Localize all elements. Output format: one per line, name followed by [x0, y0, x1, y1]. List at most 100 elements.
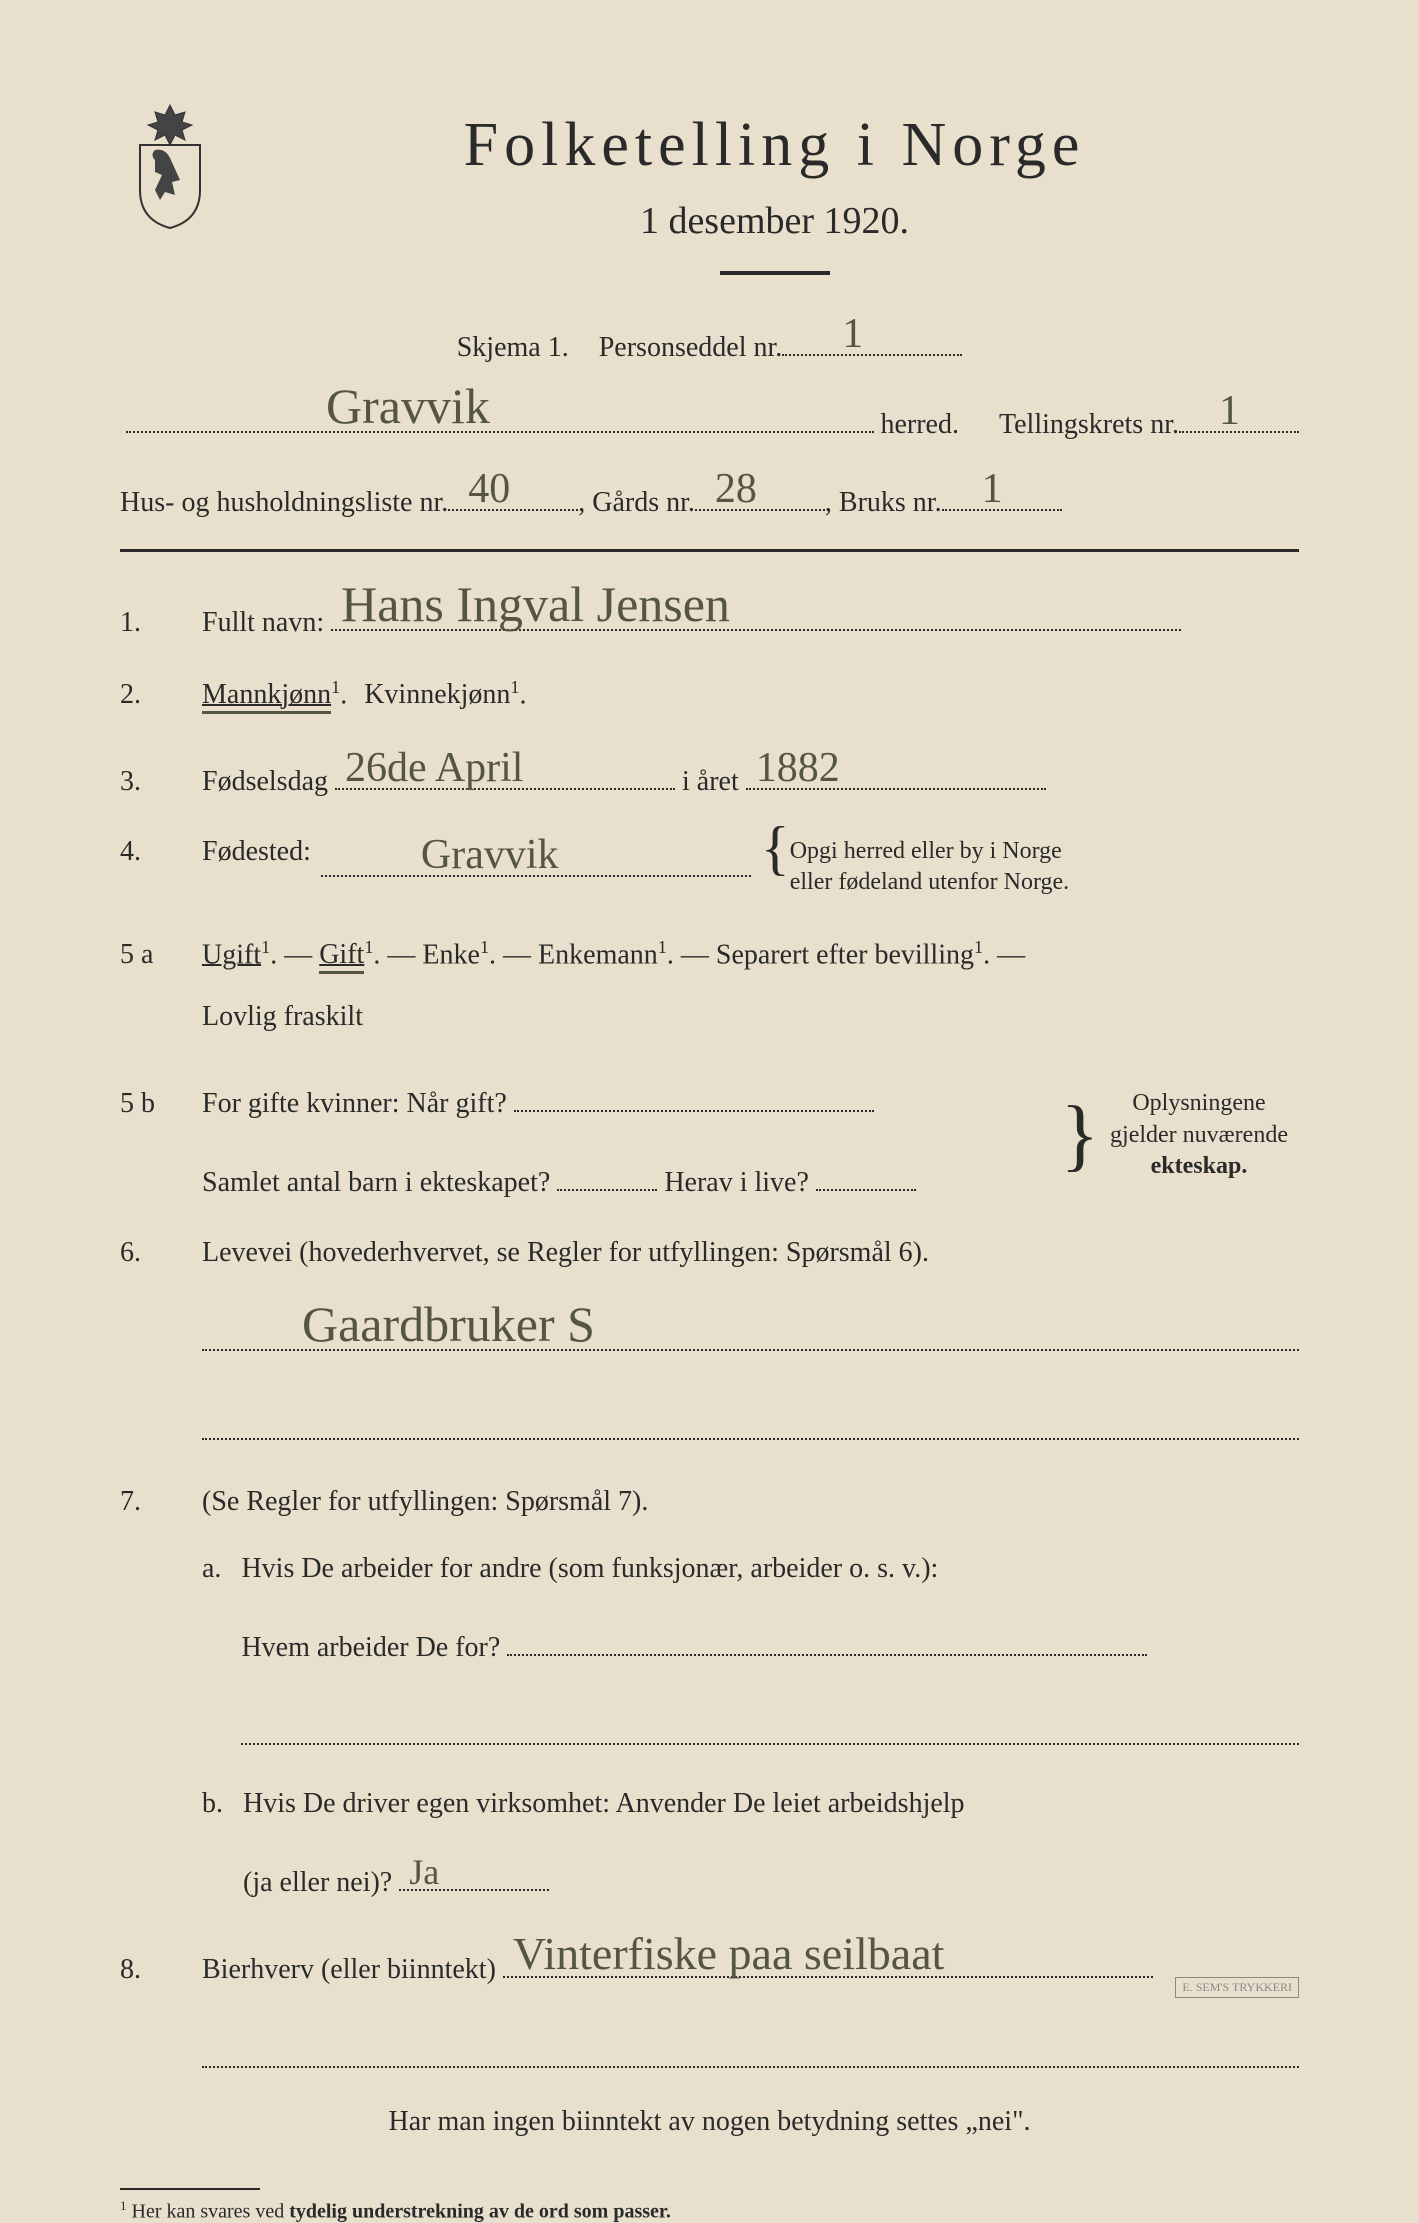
q5a-fraskilt: Lovlig fraskilt	[202, 1001, 1299, 1033]
herred-field: Gravvik	[126, 398, 874, 434]
schema-row: Skjema 1. Personseddel nr. 1	[120, 315, 1299, 364]
q1-content: Fullt navn: Hans Ingval Jensen	[202, 590, 1299, 639]
q6-num: 6.	[120, 1237, 190, 1269]
q3-year-field: 1882	[746, 749, 1046, 790]
hushold-row: Hus- og husholdningsliste nr. 40 , Gårds…	[120, 469, 1299, 518]
q5b: 5 b For gifte kvinner: Når gift? Samlet …	[120, 1071, 1299, 1199]
q5b-label: For gifte kvinner: Når gift?	[202, 1088, 507, 1119]
footnote-divider	[120, 2188, 260, 2190]
q4-value: Gravvik	[421, 831, 559, 879]
q4: 4. Fødested: Gravvik { Opgi herred eller…	[120, 836, 1299, 898]
q7a-text1: Hvis De arbeider for andre (som funksjon…	[241, 1553, 938, 1584]
q5a-enke: Enke	[422, 939, 480, 970]
herred-value: Gravvik	[326, 377, 490, 435]
main-divider	[120, 549, 1299, 552]
q5a: 5 a Ugift1. — Gift1. — Enke1. — Enkemann…	[120, 937, 1299, 1033]
q7b-field: Ja	[399, 1850, 549, 1891]
q1-num: 1.	[120, 607, 190, 639]
q5b-live-field	[816, 1150, 916, 1191]
q7a-text2: Hvem arbeider De for?	[241, 1632, 500, 1663]
q6-label: Levevei (hovederhvervet, se Regler for u…	[202, 1237, 929, 1268]
q2: 2. Mannkjønn1. Kvinnekjønn1.	[120, 677, 1299, 711]
q4-content: Fødested: Gravvik { Opgi herred eller by…	[202, 836, 1299, 898]
title-block: Folketelling i Norge 1 desember 1920.	[250, 100, 1299, 275]
q4-note2: eller fødeland utenfor Norge.	[790, 869, 1069, 895]
q7-content: (Se Regler for utfyllingen: Spørsmål 7).…	[202, 1486, 1299, 1900]
q2-kvinne: Kvinnekjønn	[364, 679, 510, 710]
q3-label: Fødselsdag	[202, 766, 328, 797]
main-title: Folketelling i Norge	[250, 110, 1299, 181]
q7-label: (Se Regler for utfyllingen: Spørsmål 7).	[202, 1486, 648, 1517]
q3-year-value: 1882	[756, 744, 840, 792]
hushold-field: 40	[448, 469, 578, 510]
q2-num: 2.	[120, 679, 190, 711]
q3-day-value: 26de April	[345, 744, 523, 792]
q1-field: Hans Ingval Jensen	[331, 590, 1181, 631]
q5b-live-label: Herav i live?	[664, 1167, 809, 1198]
q5a-separert: Separert efter bevilling	[716, 939, 974, 970]
q3-day-field: 26de April	[335, 749, 675, 790]
krets-field: 1	[1179, 392, 1299, 433]
krets-label: Tellingskrets nr.	[999, 409, 1179, 441]
q6: 6. Levevei (hovederhvervet, se Regler fo…	[120, 1237, 1299, 1447]
q3: 3. Fødselsdag 26de April i året 1882	[120, 749, 1299, 798]
schema-label: Skjema 1.	[457, 332, 569, 364]
q5a-content: Ugift1. — Gift1. — Enke1. — Enkemann1. —…	[202, 937, 1299, 1033]
q7-num: 7.	[120, 1486, 190, 1518]
q7a-num: a.	[202, 1553, 221, 1753]
q5b-note1: Oplysningene	[1132, 1090, 1265, 1116]
q1-label: Fullt navn:	[202, 607, 324, 638]
q4-field: Gravvik	[321, 836, 751, 877]
q8-field: Vinterfiske paa seilbaat	[503, 1937, 1153, 1978]
hushold-value: 40	[468, 465, 510, 513]
q6-field1: Gaardbruker S	[202, 1309, 1299, 1350]
q8-content: Bierhverv (eller biinntekt) Vinterfiske …	[202, 1937, 1299, 2075]
q5a-ugift: Ugift	[202, 939, 261, 970]
header: Folketelling i Norge 1 desember 1920.	[120, 100, 1299, 275]
q2-mann: Mannkjønn	[202, 679, 331, 714]
q5b-content: For gifte kvinner: Når gift? Samlet anta…	[202, 1071, 1299, 1199]
herred-label: herred.	[880, 409, 959, 441]
q4-note: Opgi herred eller by i Norge eller fødel…	[790, 836, 1069, 898]
q5a-enkemann: Enkemann	[538, 939, 658, 970]
q4-label: Fødested:	[202, 836, 311, 868]
q7a-field2	[241, 1704, 1299, 1745]
q7b-text2: (ja eller nei)?	[243, 1867, 392, 1898]
q8-value: Vinterfiske paa seilbaat	[513, 1927, 945, 1980]
bruks-field: 1	[942, 469, 1062, 510]
q5b-note3: ekteskap.	[1151, 1153, 1248, 1179]
q7b-value: Ja	[409, 1851, 439, 1893]
q5a-num: 5 a	[120, 939, 190, 971]
note-text: Har man ingen biinntekt av nogen betydni…	[388, 2106, 1030, 2138]
footnote: 1 Her kan svares ved tydelig understrekn…	[120, 2198, 1299, 2223]
gards-label: , Gårds nr.	[578, 487, 695, 519]
note-line: Har man ingen biinntekt av nogen betydni…	[120, 2106, 1299, 2138]
person-label: Personseddel nr.	[599, 332, 783, 364]
q7: 7. (Se Regler for utfyllingen: Spørsmål …	[120, 1486, 1299, 1900]
q1-value: Hans Ingval Jensen	[341, 575, 730, 633]
q1: 1. Fullt navn: Hans Ingval Jensen	[120, 590, 1299, 639]
q5b-barn-label: Samlet antal barn i ekteskapet?	[202, 1167, 550, 1198]
q8: 8. Bierhverv (eller biinntekt) Vinterfis…	[120, 1937, 1299, 2075]
footnote-num: 1	[120, 2198, 127, 2213]
person-nr-field: 1	[782, 315, 962, 356]
person-nr-value: 1	[842, 310, 863, 358]
q7b-text: Hvis De driver egen virksomhet: Anvender…	[243, 1788, 965, 1819]
q8-label: Bierhverv (eller biinntekt)	[202, 1954, 496, 1985]
krets-value: 1	[1219, 387, 1240, 435]
subtitle: 1 desember 1920.	[250, 199, 1299, 243]
q6-field2	[202, 1399, 1299, 1440]
q7a-field1	[507, 1615, 1147, 1656]
q4-note1: Opgi herred eller by i Norge	[790, 838, 1062, 864]
herred-row: Gravvik herred. Tellingskrets nr. 1	[120, 392, 1299, 441]
brace-icon: {	[761, 836, 790, 860]
printer-stamp: E. SEM'S TRYKKERI	[1175, 1977, 1299, 1998]
q3-num: 3.	[120, 766, 190, 798]
divider	[720, 271, 830, 275]
gards-value: 28	[715, 465, 757, 513]
gards-field: 28	[695, 469, 825, 510]
q5b-num: 5 b	[120, 1088, 190, 1120]
coat-of-arms-icon	[120, 100, 220, 230]
q8-num: 8.	[120, 1954, 190, 1986]
bruks-label: , Bruks nr.	[825, 487, 942, 519]
